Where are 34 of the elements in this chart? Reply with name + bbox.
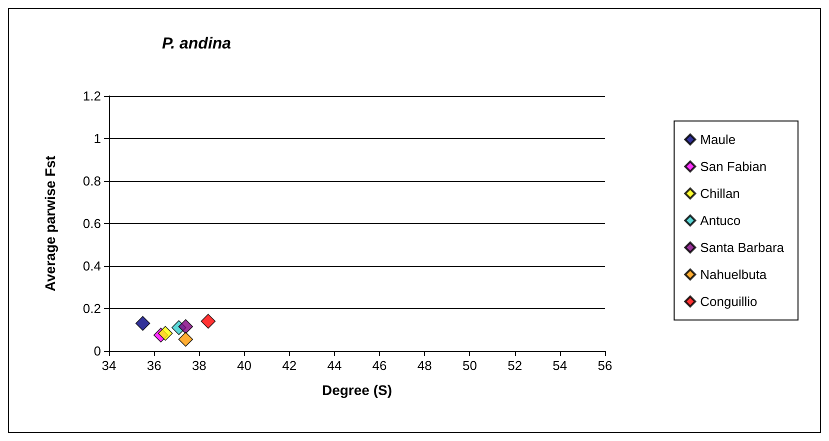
chart-title: P. andina — [162, 36, 232, 52]
legend-label: Antuco — [700, 213, 741, 228]
y-tick-label: 0.6 — [82, 216, 101, 231]
x-tick-label: 56 — [598, 358, 612, 373]
x-tick-label: 46 — [372, 358, 387, 373]
x-tick-label: 52 — [508, 358, 522, 373]
point — [158, 326, 173, 341]
x-axis-title: Degree (S) — [322, 382, 392, 398]
legend-label: San Fabian — [700, 159, 767, 174]
y-tick-label: 1 — [94, 131, 101, 146]
legend-label: Chillan — [700, 186, 740, 201]
x-tick-label: 54 — [552, 358, 568, 373]
x-tick-label: 40 — [237, 358, 252, 373]
x-tick-label: 36 — [146, 358, 162, 373]
y-tick-label: 1.2 — [82, 88, 101, 104]
point — [135, 316, 150, 331]
point — [200, 314, 216, 329]
point — [178, 332, 194, 347]
x-tick-label: 44 — [327, 358, 342, 373]
y-tick-label: 0.8 — [82, 174, 101, 188]
x-tick-label: 38 — [192, 358, 206, 373]
legend-label: Maule — [700, 132, 736, 147]
legend-label: Nahuelbuta — [700, 267, 768, 282]
x-tick-label: 34 — [102, 358, 116, 373]
y-tick-label: 0.2 — [82, 301, 101, 316]
x-tick-label: 42 — [282, 358, 297, 373]
point — [178, 319, 194, 334]
y-axis-title: Average parwise Fst — [42, 155, 58, 292]
y-tick-label: 0.4 — [82, 258, 101, 274]
x-tick-label: 48 — [417, 358, 432, 373]
y-tick-label: 0 — [94, 344, 101, 358]
legend-label: Santa Barbara — [700, 240, 785, 255]
x-tick-label: 50 — [462, 358, 477, 373]
legend-label: Conguillio — [700, 294, 758, 309]
